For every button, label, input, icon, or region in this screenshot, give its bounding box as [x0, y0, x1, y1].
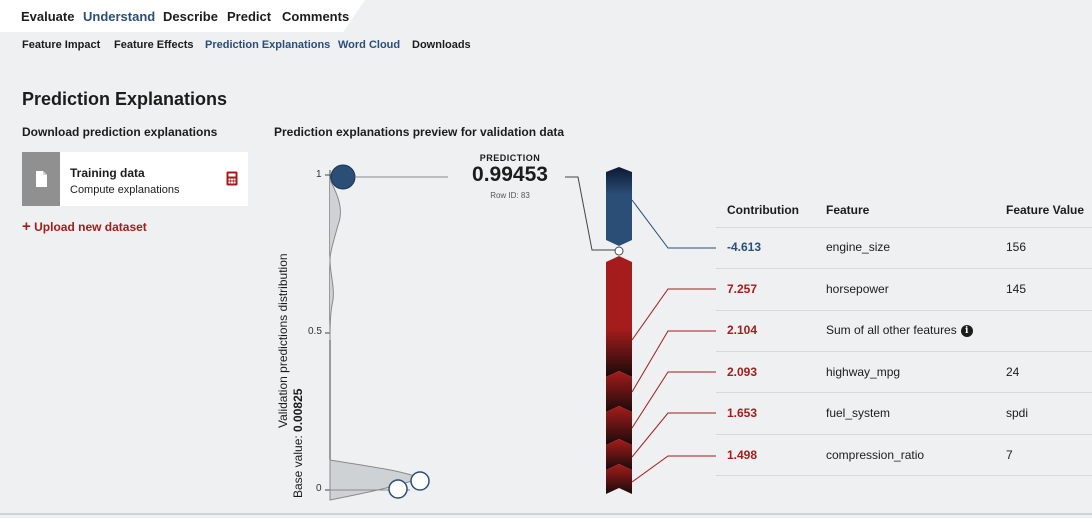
contribution-other-features: 2.104 — [727, 323, 758, 337]
column-segment-fuel-system — [606, 439, 632, 470]
contribution-horsepower: 7.257 — [727, 282, 758, 296]
row-divider — [716, 268, 1092, 269]
distribution-density-upper — [329, 179, 341, 341]
y-tick-0-5: 0.5 — [308, 326, 322, 337]
upload-label: Upload new dataset — [34, 220, 147, 234]
card-subtitle: Compute explanations — [70, 184, 180, 196]
plus-icon: + — [22, 218, 31, 235]
preview-heading: Prediction explanations preview for vali… — [274, 125, 565, 139]
column-segment-compression-ratio — [606, 464, 632, 494]
subtab-feature-impact[interactable]: Feature Impact — [22, 39, 101, 51]
y-tick-1: 1 — [316, 169, 322, 180]
value-fuel-system: spdi — [1006, 406, 1029, 420]
connector-highway-mpg — [631, 371, 716, 429]
tab-describe[interactable]: Describe — [163, 9, 218, 24]
subtab-downloads[interactable]: Downloads — [412, 39, 471, 51]
connector-engine-size — [631, 199, 716, 249]
base-point-1 — [410, 471, 430, 491]
feature-other-features-label: Sum of all other features — [826, 323, 957, 337]
value-horsepower: 145 — [1006, 282, 1027, 296]
feature-highway-mpg: highway_mpg — [826, 365, 901, 379]
feature-other-features: Sum of all other features i — [826, 323, 973, 337]
download-heading: Download prediction explanations — [22, 125, 218, 139]
contribution-engine-size: -4.613 — [727, 240, 762, 254]
base-point-2 — [388, 479, 408, 499]
column-segment-other-features — [606, 371, 632, 412]
tab-evaluate[interactable]: Evaluate — [21, 9, 75, 24]
value-engine-size: 156 — [1006, 240, 1027, 254]
feature-horsepower: horsepower — [826, 282, 889, 296]
row-divider — [716, 351, 1092, 352]
connector-compression-ratio — [631, 455, 716, 483]
header-feature: Feature — [826, 203, 870, 217]
subtab-word-cloud[interactable]: Word Cloud — [338, 39, 401, 51]
prediction-to-column-line — [565, 176, 618, 251]
calculator-icon[interactable] — [226, 171, 238, 191]
connector-fuel-system — [631, 412, 716, 458]
row-divider — [716, 475, 1092, 476]
header-feature-value: Feature Value — [1006, 203, 1085, 217]
column-segment-horsepower — [606, 256, 632, 377]
connector-horsepower — [631, 288, 716, 341]
feature-compression-ratio: compression_ratio — [826, 448, 925, 462]
file-icon — [36, 171, 47, 187]
top-nav: Evaluate Understand Describe Predict Com… — [0, 0, 365, 32]
connector-other-features — [631, 330, 716, 393]
y-tick-0: 0 — [316, 483, 322, 494]
tab-comments[interactable]: Comments — [282, 9, 350, 24]
tab-predict[interactable]: Predict — [227, 9, 272, 24]
prediction-point — [330, 164, 356, 190]
row-id: Row ID: 83 — [490, 191, 530, 200]
info-icon[interactable]: i — [960, 325, 973, 337]
training-data-card[interactable]: Training data Compute explanations — [22, 152, 248, 206]
card-title: Training data — [70, 166, 145, 180]
feature-fuel-system: fuel_system — [826, 406, 891, 420]
subtab-prediction-explanations[interactable]: Prediction Explanations — [205, 39, 331, 51]
page-bottom-divider — [0, 513, 1092, 515]
row-divider — [716, 227, 1092, 228]
tab-understand[interactable]: Understand — [83, 9, 156, 24]
page-title: Prediction Explanations — [22, 89, 228, 109]
column-segment-highway-mpg — [606, 406, 632, 445]
distribution-density-lower — [329, 459, 422, 501]
value-highway-mpg: 24 — [1006, 365, 1020, 379]
prediction-label: PREDICTION — [479, 153, 541, 163]
value-compression-ratio: 7 — [1006, 448, 1013, 462]
prediction-value: 0.99453 — [472, 163, 548, 186]
subtab-feature-effects[interactable]: Feature Effects — [114, 39, 194, 51]
column-junction — [614, 246, 624, 256]
contribution-highway-mpg: 2.093 — [727, 365, 758, 379]
column-segment-engine-size — [606, 167, 632, 246]
row-divider — [716, 392, 1092, 393]
feature-engine-size: engine_size — [826, 240, 891, 254]
row-divider — [716, 310, 1092, 311]
file-icon-box — [22, 152, 60, 206]
contribution-fuel-system: 1.653 — [727, 406, 758, 420]
contribution-compression-ratio: 1.498 — [727, 448, 758, 462]
upload-new-dataset-link[interactable]: + Upload new dataset — [22, 218, 147, 235]
header-contribution: Contribution — [727, 203, 799, 217]
row-divider — [716, 434, 1092, 435]
